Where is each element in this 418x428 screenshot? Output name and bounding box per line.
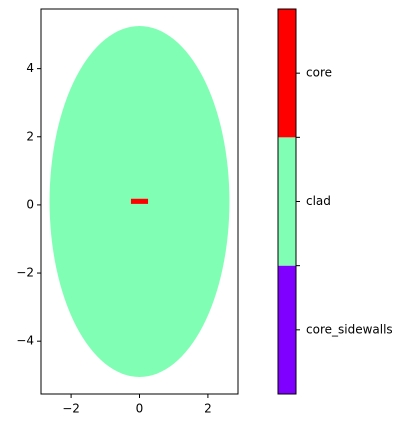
y-tick-label: 0 xyxy=(26,197,34,211)
colorbar-segment xyxy=(278,137,296,266)
x-tick-label: 2 xyxy=(204,402,212,416)
x-tick-label: −2 xyxy=(62,402,80,416)
x-tick-label: 0 xyxy=(136,402,144,416)
colorbar-segment xyxy=(278,265,296,394)
region-rect xyxy=(130,198,149,204)
y-tick-label: 2 xyxy=(26,129,34,143)
y-tick-label: 4 xyxy=(26,61,34,75)
y-tick-label: −2 xyxy=(16,266,34,280)
colorbar-label: core_sidewalls xyxy=(306,322,393,336)
colorbar-label: clad xyxy=(306,194,331,208)
colorbar-frame xyxy=(277,8,297,395)
plot-area xyxy=(49,26,230,377)
colorbar-label: core xyxy=(306,66,332,80)
colorbar-segment xyxy=(278,9,296,138)
y-tick-label: −4 xyxy=(16,334,34,348)
